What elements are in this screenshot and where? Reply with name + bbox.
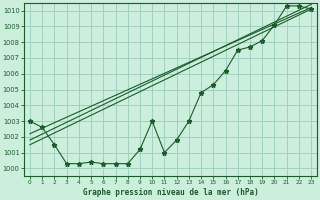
X-axis label: Graphe pression niveau de la mer (hPa): Graphe pression niveau de la mer (hPa) (83, 188, 258, 197)
